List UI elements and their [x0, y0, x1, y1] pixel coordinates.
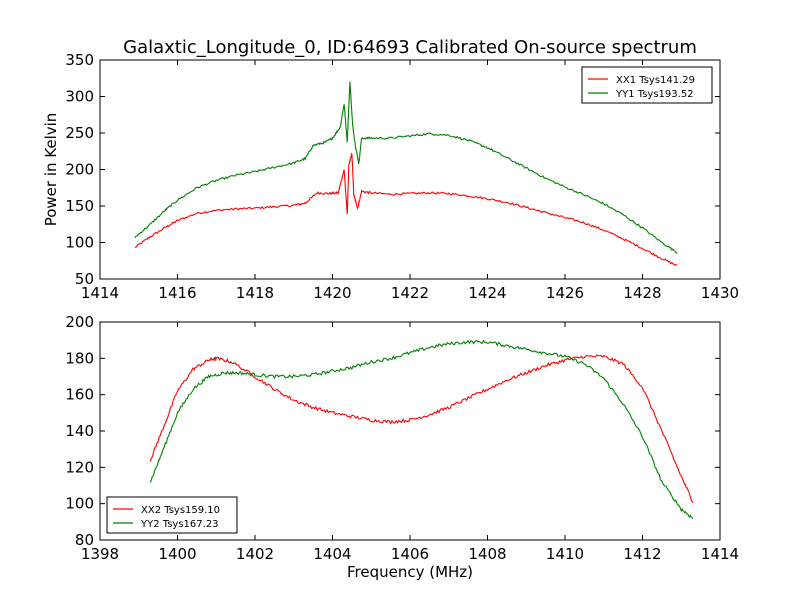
x-tick-label: 1398	[81, 545, 119, 563]
bottom-panel: 1398 1400 1402 1404 1406 1408 1410 1412 1414 80 10…	[65, 313, 739, 563]
y-tick-label: 150	[65, 197, 94, 215]
x-tick-label: 1426	[546, 284, 584, 302]
y-tick-label: 300	[65, 88, 94, 106]
y-tick-label: 180	[65, 349, 94, 367]
x-tick-label: 1414	[81, 284, 119, 302]
x-tick-label: 1422	[391, 284, 429, 302]
y-tick-label: 200	[65, 313, 94, 331]
y-tick-label: 120	[65, 458, 94, 476]
x-tick-label: 1412	[623, 545, 661, 563]
legend-entry-yy1: YY1 Tsys193.52	[615, 89, 694, 100]
x-tick-label: 1420	[313, 284, 351, 302]
chart-title: Galaxtic_Longitude_0, ID:64693 Calibrate…	[123, 37, 697, 58]
x-tick-label: 1418	[236, 284, 274, 302]
top-panel: 1414 1416 1418 1420 1422 1424 1426 1428 1430 50 10…	[42, 51, 739, 302]
series-line-xx1	[134, 152, 678, 266]
x-tick-label: 1416	[158, 284, 196, 302]
x-tick-label: 1414	[701, 545, 739, 563]
y-tick-label: 160	[65, 386, 94, 404]
series-line-yy1	[134, 81, 678, 254]
legend: XX2 Tsys159.10 YY2 Tsys167.23	[106, 496, 238, 534]
x-tick-label: 1410	[546, 545, 584, 563]
x-tick-label: 1424	[468, 284, 506, 302]
x-tick-label: 1408	[468, 545, 506, 563]
y-tick-label: 80	[75, 531, 94, 549]
x-tick-label: 1406	[391, 545, 429, 563]
y-tick-label: 250	[65, 124, 94, 142]
x-tick-label: 1404	[313, 545, 351, 563]
y-tick-label: 50	[75, 270, 94, 288]
y-tick-label: 140	[65, 422, 94, 440]
legend-entry-yy2: YY2 Tsys167.23	[140, 519, 219, 530]
series-line-yy2	[149, 339, 694, 519]
x-axis-label: Frequency (MHz)	[347, 563, 473, 581]
legend-entry-xx2: XX2 Tsys159.10	[141, 505, 220, 516]
legend: XX1 Tsys141.29 YY1 Tsys193.52	[581, 66, 713, 104]
x-tick-label: 1400	[158, 545, 196, 563]
legend-entry-xx1: XX1 Tsys141.29	[616, 75, 695, 86]
y-tick-label: 200	[65, 161, 94, 179]
y-axis-label: Power in Kelvin	[42, 113, 60, 227]
legend-box	[106, 496, 238, 534]
x-tick-label: 1430	[701, 284, 739, 302]
x-tick-label: 1402	[236, 545, 274, 563]
series-line-xx2	[149, 354, 694, 504]
y-tick-label: 100	[65, 495, 94, 513]
legend-box	[581, 66, 713, 104]
x-tick-label: 1428	[623, 284, 661, 302]
y-tick-label: 350	[65, 51, 94, 69]
y-tick-label: 100	[65, 234, 94, 252]
